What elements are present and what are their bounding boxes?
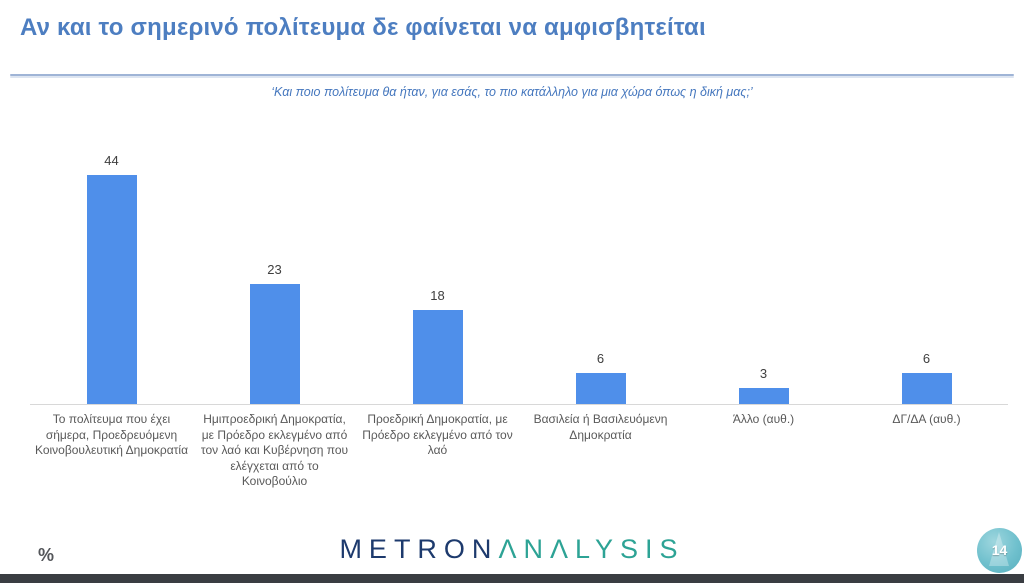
percent-unit-label: %: [38, 545, 55, 565]
bar: [901, 373, 952, 404]
bar-value-label: 44: [104, 153, 119, 168]
bar-column: 23: [193, 133, 356, 404]
category-label: Άλλο (αυθ.): [732, 412, 795, 426]
category-label: Βασιλεία ή Βασιλευόμενη Δημοκρατία: [533, 412, 668, 442]
category-label: Προεδρική Δημοκρατία, με Πρόεδρο εκλεγμέ…: [362, 412, 513, 458]
bar-column: 3: [682, 133, 845, 404]
bar: [412, 310, 463, 404]
bar: [249, 284, 300, 404]
bar-column: 44: [30, 133, 193, 404]
bar-value-label: 23: [267, 262, 282, 277]
logo-watermark-icon: [989, 532, 1009, 566]
bar-column: 18: [356, 133, 519, 404]
metron-analysis-logo: METRONΛNΛLYSIS: [0, 534, 1024, 565]
title-divider: [10, 74, 1014, 76]
logo-analysis-text: ΛNΛLYSIS: [498, 534, 685, 564]
category-label: Το πολίτευμα που έχει σήμερα, Προεδρευόμ…: [34, 412, 189, 458]
bar-value-label: 3: [759, 366, 768, 381]
survey-question: ‘Και ποιο πολίτευμα θα ήταν, για εσάς, τ…: [271, 85, 753, 99]
bar: [575, 373, 626, 404]
bar: [86, 175, 137, 404]
bar-value-label: 6: [596, 351, 605, 366]
category-axis: Το πολίτευμα που έχει σήμερα, Προεδρευόμ…: [30, 412, 1008, 490]
page-number: 14: [991, 542, 1008, 558]
page-number-badge: 14: [977, 528, 1022, 573]
bar-value-label: 18: [430, 288, 445, 303]
category-label: ΔΓ/ΔΑ (αυθ.): [892, 412, 961, 426]
bar: [738, 388, 789, 404]
bar-column: 6: [845, 133, 1008, 404]
bar-column: 6: [519, 133, 682, 404]
logo-metron-text: METRON: [339, 534, 499, 564]
slide-title: Αν και το σημερινό πολίτευμα δε φαίνεται…: [20, 14, 706, 41]
category-label: Ημιπροεδρική Δημοκρατία, με Πρόεδρο εκλε…: [200, 412, 349, 489]
bar-value-label: 6: [922, 351, 931, 366]
bottom-bar: [0, 574, 1024, 583]
bar-chart: 44 23 18 6 3 6: [30, 133, 1008, 405]
